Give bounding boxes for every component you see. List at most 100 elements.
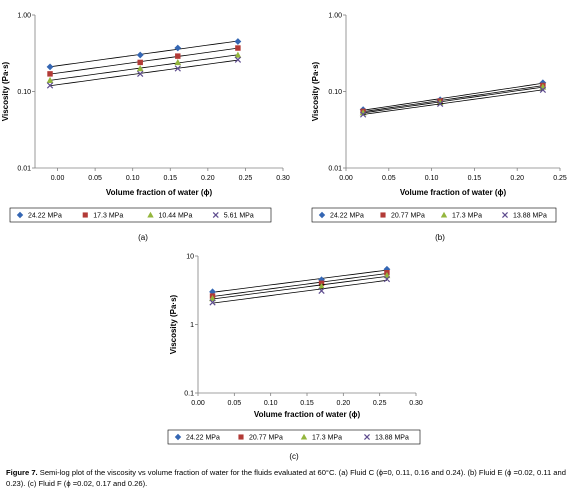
x-tick-label: 0.15 [468, 175, 482, 182]
legend-marker-diamond [16, 211, 24, 219]
x-tick-label: 0.00 [191, 400, 205, 407]
data-point-cross [137, 70, 144, 78]
x-axis-title: Volume fraction of water (ϕ) [254, 410, 361, 419]
data-point-cross [359, 111, 367, 118]
data-point-cross [174, 65, 181, 72]
legend-entry-label: 20.77 MPa [391, 213, 425, 220]
x-tick-label: 0.05 [228, 400, 242, 407]
data-point-triangle [359, 109, 367, 116]
x-tick-label: 0.20 [337, 400, 351, 407]
data-point-diamond [318, 276, 325, 284]
fit-curve-diamond [363, 82, 543, 111]
legend-marker-cross [364, 434, 370, 440]
data-point-square [47, 71, 53, 77]
y-tick-label: 10 [186, 254, 194, 261]
fit-curve-square [363, 85, 543, 113]
data-point-square [235, 45, 241, 51]
legend-marker-square [380, 212, 386, 218]
legend-entry-label: 24.22 MPa [330, 213, 364, 220]
legend-marker-square [238, 434, 244, 440]
data-point-square [137, 59, 143, 66]
caption-text: Semi-log plot of the viscosity vs volume… [6, 468, 566, 488]
data-point-diamond [136, 51, 144, 59]
data-point-triangle [209, 295, 216, 302]
figure-caption: Figure 7. Semi-log plot of the viscosity… [6, 468, 566, 489]
data-point-cross [383, 275, 391, 283]
y-tick-label: 0.01 [328, 166, 342, 173]
legend-box [9, 207, 272, 223]
x-tick-label: 0.05 [88, 175, 102, 182]
data-point-diamond [46, 63, 54, 71]
x-tick-label: 0.20 [201, 175, 215, 182]
legend-entry-label: 5.61 MPa [224, 213, 254, 220]
legend-entry-label: 20.77 MPa [249, 435, 283, 442]
x-tick-label: 0.20 [510, 175, 524, 182]
legend-box [311, 207, 557, 223]
fit-curve-square [212, 273, 387, 297]
legend-entry-label: 17.3 MPa [93, 213, 123, 220]
y-tick-label: 0.10 [328, 89, 342, 96]
legend-marker-triangle [440, 211, 448, 218]
fit-curve-cross [363, 89, 543, 115]
legend-entry-label: 24.22 MPa [28, 213, 62, 220]
legend-marker-diamond [318, 211, 326, 219]
data-point-cross [437, 100, 444, 107]
panel-label-c: (c) [289, 452, 299, 461]
fit-curve-diamond [212, 269, 387, 293]
data-point-square [175, 53, 181, 59]
data-point-triangle [318, 282, 325, 290]
y-tick-label: 0.10 [17, 89, 31, 96]
legend: 24.22 MPa 20.77 MPa 17.3 MPa 13.88 MPa [311, 207, 557, 223]
y-tick-label: 1 [190, 322, 194, 329]
x-tick-label: 0.05 [382, 175, 396, 182]
y-tick-label: 1.00 [328, 13, 342, 20]
legend-entry-label: 10.44 MPa [159, 213, 193, 220]
data-point-cross [209, 299, 216, 306]
data-point-triangle [174, 59, 182, 66]
legend-marker-diamond [174, 433, 182, 441]
x-tick-label: 0.25 [239, 175, 253, 182]
legend: 24.22 MPa 17.3 MPa 10.44 MPa 5.61 MPa [9, 207, 272, 223]
x-tick-label: 0.25 [373, 400, 387, 407]
data-point-diamond [209, 288, 216, 296]
fit-curve-triangle [212, 276, 387, 300]
x-tick-label: 0.30 [409, 400, 423, 407]
x-tick-label: 0.10 [264, 400, 278, 407]
y-tick-label: 1.00 [17, 13, 31, 20]
panel-label-b: (b) [435, 233, 445, 242]
x-tick-label: 0.00 [51, 175, 65, 182]
panel-label-a: (a) [138, 233, 148, 242]
data-point-cross [234, 56, 242, 63]
chart-panel-b: 0.00 0.05 0.10 0.15 0.20 0.25 0.01 0.10 1.00 Volu… [311, 13, 567, 243]
x-tick-label: 0.15 [300, 400, 314, 407]
legend-entry-label: 17.3 MPa [312, 435, 342, 442]
legend-entry-label: 13.88 MPa [375, 435, 409, 442]
legend-entry-label: 13.88 MPa [513, 213, 547, 220]
data-point-cross [539, 86, 547, 94]
legend-box [167, 429, 421, 445]
data-point-triangle [234, 51, 242, 58]
fit-curve-triangle [49, 54, 238, 81]
data-point-cross [318, 287, 325, 294]
chart-panel-c: 0.00 0.05 0.10 0.15 0.20 0.25 0.30 0.1 1 10 Volume… [167, 254, 423, 461]
data-point-triangle [46, 76, 54, 84]
y-tick-label: 0.01 [17, 166, 31, 173]
fit-curve-square [49, 47, 238, 75]
fit-curve-triangle [363, 86, 543, 114]
caption-label: Figure 7. [6, 468, 38, 477]
legend-marker-triangle [300, 433, 308, 440]
legend-entry-label: 17.3 MPa [452, 213, 482, 220]
legend-marker-cross [212, 212, 219, 218]
data-point-diamond [234, 38, 242, 45]
legend-marker-square [82, 212, 88, 218]
y-axis-title: Viscosity (Pa·s) [311, 61, 320, 121]
chart-panel-a: 0.00 0.05 0.10 0.15 0.20 0.25 0.30 0.01 0.10 1.00… [1, 13, 290, 243]
x-tick-label: 0.10 [126, 175, 140, 182]
fit-curve-diamond [49, 40, 238, 68]
x-tick-label: 0.15 [163, 175, 177, 182]
y-axis-title: Viscosity (Pa·s) [169, 294, 178, 354]
x-tick-label: 0.25 [553, 175, 567, 182]
legend: 24.22 MPa 20.77 MPa 17.3 MPa 13.88 MPa [167, 429, 421, 445]
x-axis-title: Volume fraction of water (ϕ) [400, 188, 507, 197]
